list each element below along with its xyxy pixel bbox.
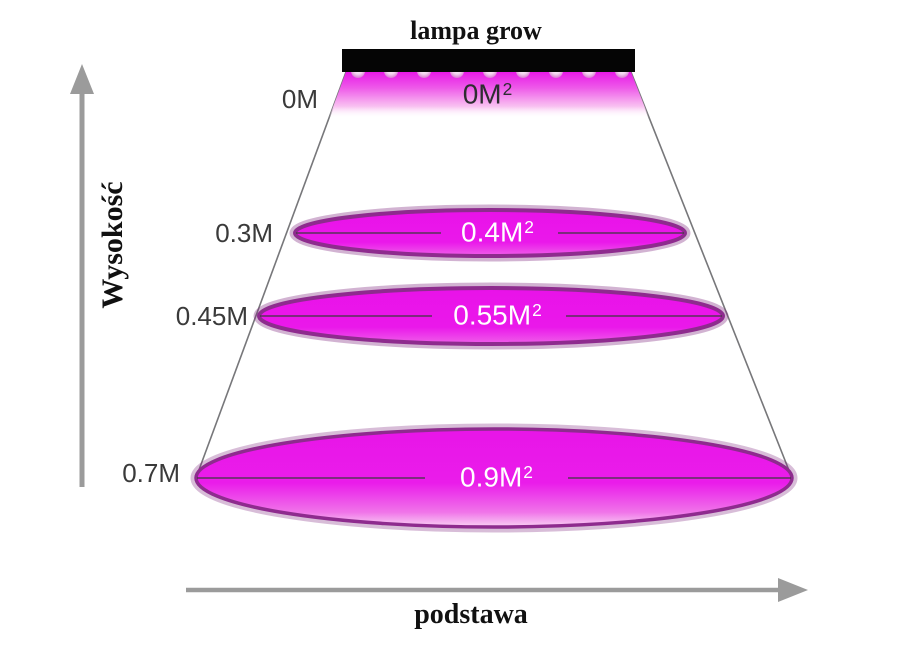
area-value: 0M [462,78,502,110]
arrow-right-icon [778,578,808,602]
lamp-title: lampa grow [410,16,542,45]
area-exponent: 2 [524,217,534,237]
x-axis-label: podstawa [414,599,528,630]
coverage-ellipse-04 [293,208,687,258]
area-label-0-4m2: 0.4M2 [397,215,597,248]
height-label-0-3m: 0.3M [215,218,273,248]
coverage-ellipse-055 [257,286,725,346]
lamp-beam-glow [329,72,649,118]
arrow-up-icon [70,64,94,94]
cone-right-edge [630,71,793,479]
lamp-bar [342,49,635,72]
cone-left-edge [195,71,347,479]
height-label-0-45m: 0.45M [175,301,248,331]
height-label-0m: 0M [281,84,318,114]
height-label-0-7m: 0.7M [122,458,180,488]
area-value: 0.9M [460,461,523,493]
area-label-0-55m2: 0.55M2 [397,298,597,331]
area-value: 0.4M [461,216,524,248]
area-value: 0.55M [453,299,532,331]
area-exponent: 2 [523,462,533,482]
y-axis-label: Wysokość [96,181,129,309]
area-label-0m2: 0M2 [387,77,587,110]
area-exponent: 2 [502,79,513,99]
x-axis-arrow [186,578,808,602]
coverage-ellipse-09 [194,427,794,529]
area-exponent: 2 [532,300,542,320]
area-label-0-9m2: 0.9M2 [396,460,596,493]
y-axis-arrow [70,64,94,487]
